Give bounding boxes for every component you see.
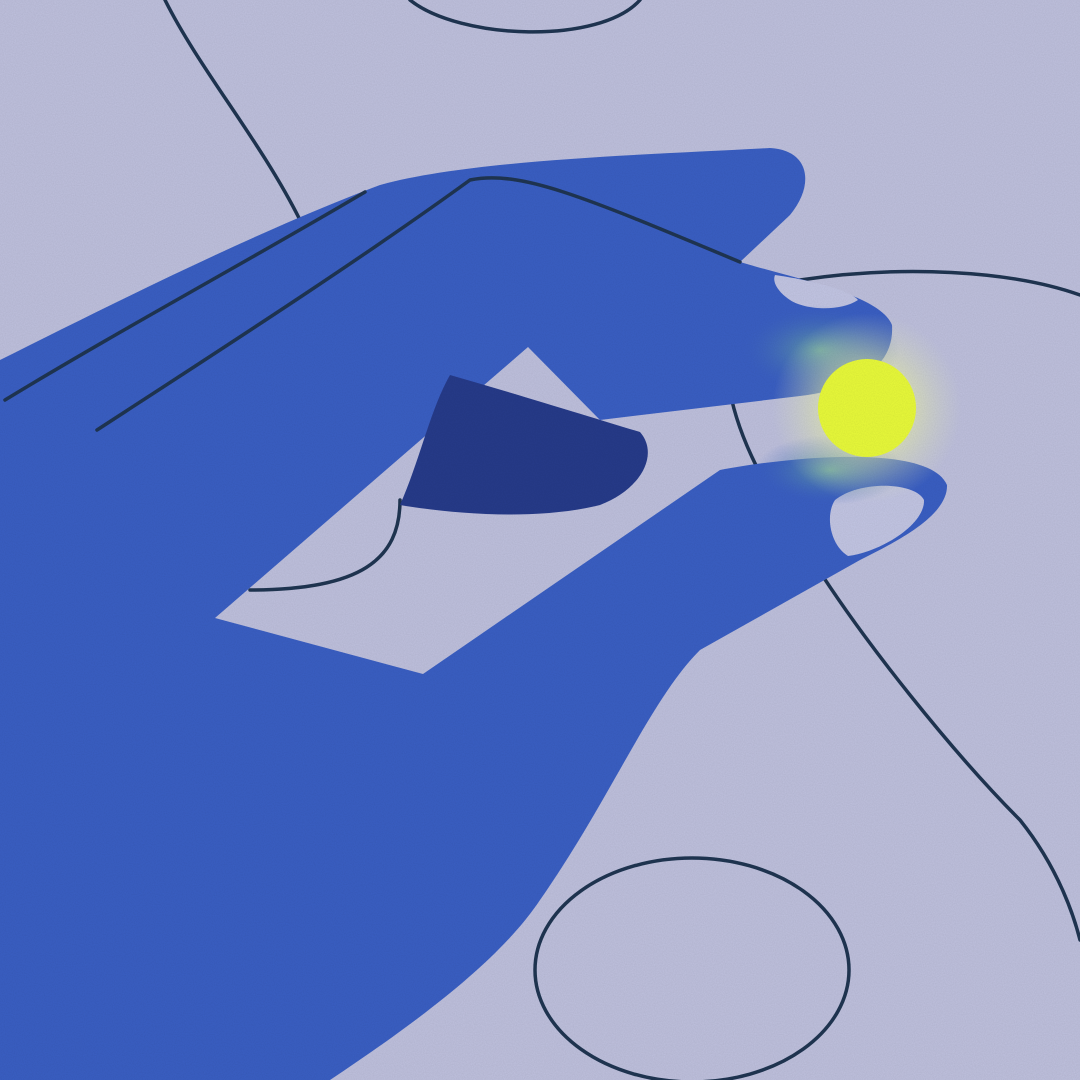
illustration-svg: [0, 0, 1080, 1080]
grain-overlay: [0, 0, 1080, 1080]
illustration-canvas: [0, 0, 1080, 1080]
